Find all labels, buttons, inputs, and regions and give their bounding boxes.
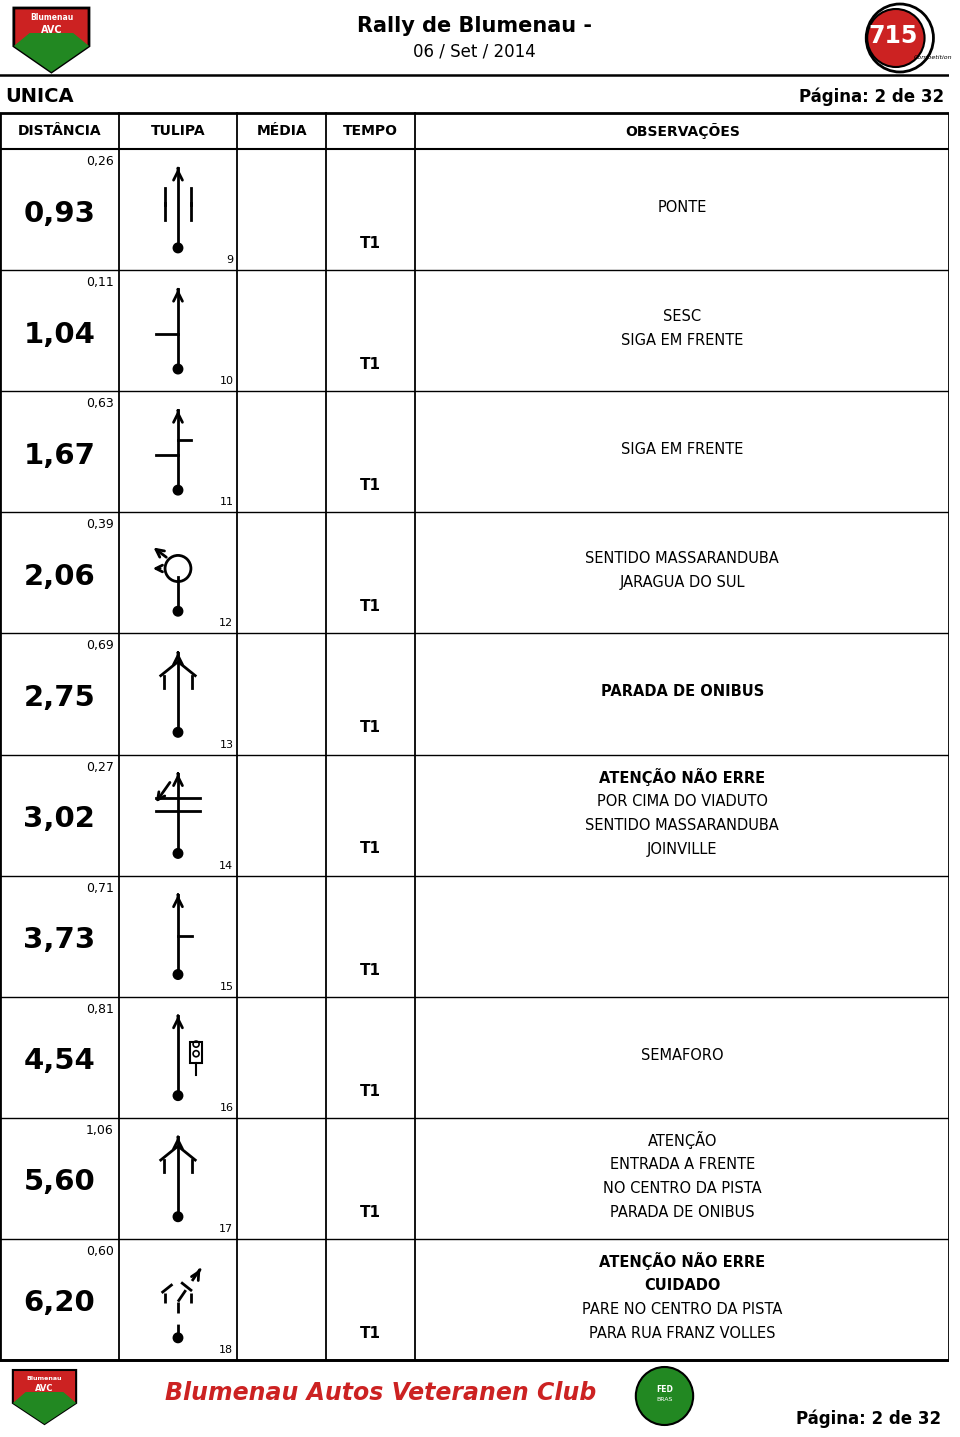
Text: 0,27: 0,27 xyxy=(85,760,113,773)
Circle shape xyxy=(173,727,182,737)
Text: 2,75: 2,75 xyxy=(23,684,95,711)
Text: PARE NO CENTRO DA PISTA: PARE NO CENTRO DA PISTA xyxy=(582,1302,782,1316)
Text: 16: 16 xyxy=(220,1102,233,1112)
Text: ENTRADA A FRENTE: ENTRADA A FRENTE xyxy=(610,1157,755,1171)
Text: Página: 2 de 32: Página: 2 de 32 xyxy=(796,1410,942,1428)
Circle shape xyxy=(173,364,182,374)
Text: SEMAFORO: SEMAFORO xyxy=(641,1048,724,1063)
Text: 5,60: 5,60 xyxy=(23,1168,95,1197)
Text: 14: 14 xyxy=(219,861,233,871)
Text: SIGA EM FRENTE: SIGA EM FRENTE xyxy=(621,443,743,457)
Text: 13: 13 xyxy=(220,740,233,750)
Text: Competition: Competition xyxy=(914,56,952,60)
Circle shape xyxy=(636,1367,693,1426)
Text: POR CIMA DO VIADUTO: POR CIMA DO VIADUTO xyxy=(597,793,768,809)
Text: 0,63: 0,63 xyxy=(86,397,113,410)
Text: ATENÇÃO NÃO ERRE: ATENÇÃO NÃO ERRE xyxy=(599,1253,765,1270)
Text: 0,81: 0,81 xyxy=(85,1003,113,1016)
Circle shape xyxy=(173,606,182,616)
Text: 06 / Set / 2014: 06 / Set / 2014 xyxy=(413,43,536,60)
Bar xyxy=(0,114,949,1359)
Text: TEMPO: TEMPO xyxy=(344,124,398,138)
Text: 0,69: 0,69 xyxy=(86,639,113,652)
Text: 0,71: 0,71 xyxy=(85,882,113,895)
Text: 11: 11 xyxy=(220,497,233,507)
Text: 2,06: 2,06 xyxy=(23,563,95,591)
Text: 18: 18 xyxy=(219,1345,233,1355)
Circle shape xyxy=(173,1091,182,1101)
Text: 0,39: 0,39 xyxy=(86,519,113,532)
Text: T1: T1 xyxy=(360,842,381,856)
Text: Blumenau: Blumenau xyxy=(27,1377,62,1381)
Text: T1: T1 xyxy=(360,1204,381,1220)
Text: Página: 2 de 32: Página: 2 de 32 xyxy=(800,88,945,106)
Text: SESC: SESC xyxy=(663,309,702,325)
Text: NO CENTRO DA PISTA: NO CENTRO DA PISTA xyxy=(603,1181,761,1196)
Text: AVC: AVC xyxy=(36,1384,54,1392)
Text: OBSERVAÇÕES: OBSERVAÇÕES xyxy=(625,124,740,139)
Text: Blumenau Autos Veteranen Club: Blumenau Autos Veteranen Club xyxy=(165,1381,596,1405)
Text: T1: T1 xyxy=(360,236,381,251)
Text: 0,93: 0,93 xyxy=(23,200,95,227)
Text: JARAGUA DO SUL: JARAGUA DO SUL xyxy=(619,575,745,591)
Text: T1: T1 xyxy=(360,356,381,372)
Circle shape xyxy=(173,970,182,979)
Text: Rally de Blumenau -: Rally de Blumenau - xyxy=(357,16,592,36)
Text: T1: T1 xyxy=(360,1083,381,1099)
Text: PONTE: PONTE xyxy=(658,200,707,216)
Text: AVC: AVC xyxy=(40,24,62,34)
Circle shape xyxy=(173,1211,182,1221)
Text: MÉDIA: MÉDIA xyxy=(256,124,307,138)
Text: 0,11: 0,11 xyxy=(86,276,113,289)
Text: ATENÇÃO NÃO ERRE: ATENÇÃO NÃO ERRE xyxy=(599,767,765,786)
Text: PARADA DE ONIBUS: PARADA DE ONIBUS xyxy=(610,1204,755,1220)
Text: BRAS: BRAS xyxy=(657,1397,673,1403)
Text: T1: T1 xyxy=(360,1326,381,1341)
Text: 17: 17 xyxy=(219,1224,233,1234)
Polygon shape xyxy=(13,9,89,72)
Text: JOINVILLE: JOINVILLE xyxy=(647,842,717,856)
Text: 1,67: 1,67 xyxy=(23,441,95,470)
Text: ATENÇÃO: ATENÇÃO xyxy=(648,1131,717,1150)
Text: SENTIDO MASSARANDUBA: SENTIDO MASSARANDUBA xyxy=(586,552,780,566)
Text: T1: T1 xyxy=(360,479,381,493)
Text: SENTIDO MASSARANDUBA: SENTIDO MASSARANDUBA xyxy=(586,818,780,832)
Text: 4,54: 4,54 xyxy=(23,1048,95,1075)
Text: CUIDADO: CUIDADO xyxy=(644,1277,720,1293)
Text: T1: T1 xyxy=(360,963,381,977)
Text: DISTÂNCIA: DISTÂNCIA xyxy=(17,124,101,138)
Polygon shape xyxy=(12,1369,76,1424)
Text: 9: 9 xyxy=(227,256,233,264)
Bar xyxy=(190,1042,202,1063)
Text: 1,06: 1,06 xyxy=(86,1124,113,1137)
Circle shape xyxy=(173,243,182,253)
Text: 1,04: 1,04 xyxy=(23,320,95,349)
Circle shape xyxy=(173,486,182,494)
Text: FED: FED xyxy=(656,1385,673,1394)
Text: TULIPA: TULIPA xyxy=(151,124,205,138)
Text: 6,20: 6,20 xyxy=(23,1289,95,1318)
Text: 12: 12 xyxy=(219,618,233,628)
Text: Blumenau: Blumenau xyxy=(30,13,73,22)
Polygon shape xyxy=(12,1392,76,1424)
Text: 15: 15 xyxy=(220,981,233,992)
Text: UNICA: UNICA xyxy=(5,88,74,106)
Circle shape xyxy=(867,9,924,68)
Text: 715: 715 xyxy=(868,24,918,47)
Text: 0,60: 0,60 xyxy=(85,1244,113,1257)
Text: 3,02: 3,02 xyxy=(23,805,95,833)
Text: 0,26: 0,26 xyxy=(86,155,113,168)
Text: T1: T1 xyxy=(360,720,381,736)
Text: 10: 10 xyxy=(220,376,233,387)
Text: PARA RUA FRANZ VOLLES: PARA RUA FRANZ VOLLES xyxy=(589,1326,776,1341)
Circle shape xyxy=(173,849,182,858)
Text: PARADA DE ONIBUS: PARADA DE ONIBUS xyxy=(601,684,764,700)
Circle shape xyxy=(866,4,933,72)
Circle shape xyxy=(173,1334,182,1342)
Polygon shape xyxy=(13,33,89,72)
Text: SIGA EM FRENTE: SIGA EM FRENTE xyxy=(621,333,743,348)
Text: 3,73: 3,73 xyxy=(23,927,95,954)
Text: T1: T1 xyxy=(360,599,381,614)
